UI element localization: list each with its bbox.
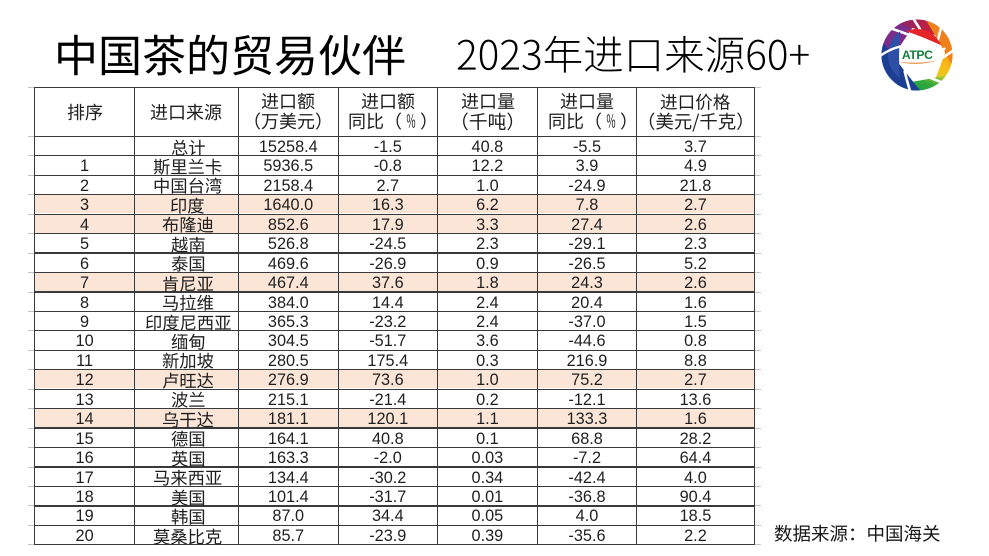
svg-text:ATPC: ATPC <box>902 48 933 62</box>
